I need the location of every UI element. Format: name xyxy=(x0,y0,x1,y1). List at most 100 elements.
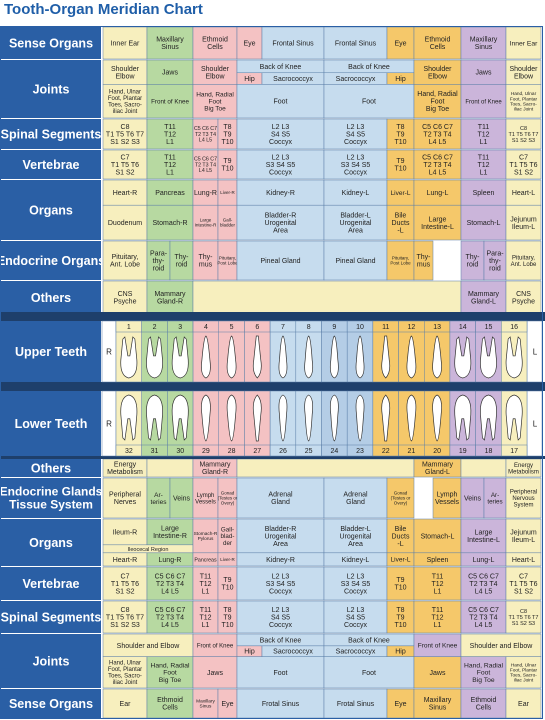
cell xyxy=(102,118,148,150)
tooth-number: 31 xyxy=(151,448,159,455)
cell-text: C5 C6 C7 T2 T3 T4 L4 L5 xyxy=(155,573,186,595)
tooth-number: 28 xyxy=(228,448,236,455)
cell-text: T8 T9 T10 xyxy=(221,607,233,629)
cell xyxy=(386,477,415,519)
cell-text: Jejunum Ileum-L xyxy=(510,530,537,545)
cell-text: Shoulder Elbow xyxy=(111,66,140,81)
cell xyxy=(146,566,194,601)
cell-text: Heart-R xyxy=(113,190,138,197)
cell-text: Heart-R xyxy=(113,557,138,564)
cell-text: Bile Ducts -L xyxy=(392,526,410,548)
cell-text: Shoulder and Elbow xyxy=(470,643,534,650)
cell-text: L2 L3 S4 S5 Coccyx xyxy=(269,607,292,629)
cell-text: T9 T10 xyxy=(394,158,406,173)
cell xyxy=(505,518,542,554)
cell xyxy=(102,240,148,281)
cell-text: Shoulder Elbow xyxy=(201,66,230,81)
cell-text: Pituitary, Post Lobe xyxy=(217,256,238,266)
cell-text: C7 T1 T5 T6 S1 S2 xyxy=(509,154,537,176)
cell-text: Pancreas xyxy=(194,557,217,563)
tooth-premolar-icon xyxy=(201,394,211,442)
cell-text: Ar-teries xyxy=(487,492,502,506)
tooth-incisor-icon xyxy=(304,394,314,442)
cell-text: C5 C6 C7 T2 T3 T4 L4 L5 xyxy=(194,157,217,174)
left-side-label: L xyxy=(533,419,538,428)
cell-text: Adrenal Gland xyxy=(343,492,368,507)
cell-text: Large Intestine-L xyxy=(421,216,454,231)
cell-text: Bladder-L Urogenital Area xyxy=(340,526,372,548)
cell-text: Back of Knee xyxy=(260,637,302,644)
tooth-number: 20 xyxy=(433,448,441,455)
cell xyxy=(192,477,219,519)
cell-text: Foot xyxy=(273,99,287,106)
tooth-molar-icon xyxy=(171,394,189,441)
cell xyxy=(505,59,542,85)
row-label-bg xyxy=(1,180,101,240)
cell-text: C5 C6 C7 T2 T3 T4 L4 L5 xyxy=(422,154,453,176)
cell-text: T11 T12 L1 xyxy=(477,124,489,146)
row-label: Sense Organs xyxy=(9,697,93,711)
cell xyxy=(236,688,325,719)
cell-text: Duodenum xyxy=(108,220,142,227)
cell-text: Large Intestine-R xyxy=(153,526,187,541)
tooth-number: 2 xyxy=(153,324,157,331)
row-label-bg xyxy=(1,689,101,718)
cell xyxy=(460,600,507,634)
cell xyxy=(413,118,462,150)
cell-text: Maxillary Sinus xyxy=(470,37,498,52)
cell-text: CNS Psyche xyxy=(512,291,535,306)
cell xyxy=(102,84,148,119)
cell-text: Spleen xyxy=(473,190,495,197)
row-label: Endocrine Organs xyxy=(0,254,105,268)
cell xyxy=(505,84,542,119)
cell-text: Bladder-L Urogenital Area xyxy=(340,212,372,234)
tooth-number: 17 xyxy=(510,448,518,455)
tooth-number: 16 xyxy=(510,324,518,331)
cell-text: T11 T12 L1 xyxy=(164,124,176,146)
row-label-bg xyxy=(1,27,101,59)
cell-text: Mammary Gland-R xyxy=(154,291,186,306)
cell-text: Shoulder Elbow xyxy=(509,66,538,81)
tooth-molar-icon xyxy=(146,394,163,441)
cell-text: Hand, Radial Foot Big Toe xyxy=(464,662,504,684)
tooth-number: 19 xyxy=(459,448,467,455)
cell xyxy=(505,240,542,281)
row-label: Others xyxy=(31,291,71,305)
cell-text: Heart-L xyxy=(512,557,535,564)
cell-text: T9 T10 xyxy=(221,158,233,173)
cell xyxy=(413,240,434,281)
cell xyxy=(146,518,194,546)
cell-text: Eye xyxy=(243,40,255,47)
tooth-number: 7 xyxy=(281,324,285,331)
cell xyxy=(323,518,388,554)
tooth-number: 6 xyxy=(255,324,259,331)
cell-text: Thy-mus xyxy=(199,254,214,269)
cell-text: T8 T9 T10 xyxy=(394,607,406,629)
tooth-molar-icon xyxy=(146,336,163,379)
cell xyxy=(505,179,542,206)
cell-text: Pineal Gland xyxy=(260,258,300,265)
cell-text: Jaws xyxy=(207,670,223,677)
cell-text: T11 T12 L1 xyxy=(164,154,176,176)
cell xyxy=(386,118,415,150)
tooth-canine-icon xyxy=(381,394,391,442)
cell-text: Para-thy-roid xyxy=(150,250,168,272)
cell-text: Kidney-L xyxy=(342,190,370,197)
cell-text: L2 L3 S4 S5 Coccyx xyxy=(344,607,367,629)
cell-text: Eye xyxy=(221,701,233,708)
tooth-wisdom-icon xyxy=(505,336,523,379)
cell xyxy=(192,59,238,85)
cell-text: Hip xyxy=(395,649,406,656)
cell-text: C5 C6 C7 T2 T3 T4 L4 L5 xyxy=(155,607,186,629)
cell xyxy=(192,179,219,206)
tooth-number: 10 xyxy=(356,324,364,331)
cell-text: Lung-L xyxy=(473,557,495,564)
cell-text: Maxillary Sinus xyxy=(156,37,184,52)
cell xyxy=(386,688,415,719)
tooth-molar-icon xyxy=(171,336,189,379)
cell-text: CNS Psyche xyxy=(114,291,137,306)
cell xyxy=(192,240,219,281)
cell-text: Hand, Radial Foot Big Toe xyxy=(150,662,190,684)
cell-text: Large Intestine-L xyxy=(467,530,500,545)
tooth-number: 27 xyxy=(253,448,261,455)
